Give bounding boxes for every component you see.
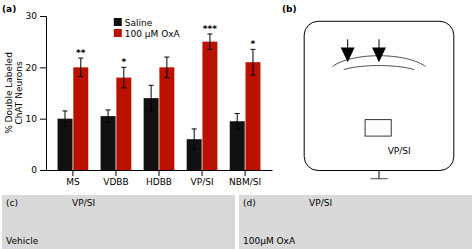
annotation: (b)	[282, 4, 297, 14]
brain-outline	[304, 21, 454, 170]
annotation: VP/SI	[388, 146, 411, 156]
y-tick: 10	[26, 114, 46, 124]
image-panel: (d) VP/SI 100μM OxA	[239, 195, 472, 249]
annotation: (c)	[6, 198, 18, 208]
x-axis: MS VDBB HDBB VP/SI NBM/SI	[47, 170, 273, 187]
x-tick-mark	[115, 170, 116, 176]
x-tick-mark	[202, 170, 203, 176]
y-tick: 30	[26, 11, 46, 21]
y-tick-label: 10	[26, 114, 38, 124]
annotation: Vehicle	[6, 236, 39, 246]
significance-label: *	[121, 57, 126, 67]
y-tick-mark	[40, 170, 46, 171]
y-tick: 20	[26, 63, 46, 73]
brainstem-base	[370, 178, 387, 179]
x-tick-label: HDBB	[146, 177, 172, 187]
y-axis: 0 10 20 30	[26, 11, 47, 175]
error-bar	[149, 85, 154, 111]
image-panel: (c) VP/SI Vehicle	[2, 195, 235, 249]
image-placeholder	[239, 195, 472, 249]
y-axis-title: % Double LabeledChAT Neurons	[4, 52, 24, 134]
legend-swatch	[114, 18, 122, 26]
legend-label: Saline	[125, 18, 153, 28]
x-tick: VDBB	[103, 170, 128, 187]
series	[73, 34, 260, 170]
y-tick-label: 0	[31, 165, 37, 175]
error-bar	[63, 111, 68, 126]
legend-item: Saline	[114, 18, 153, 28]
image-placeholder	[2, 195, 235, 249]
y-tick: 0	[31, 165, 46, 175]
y-tick-label: 20	[26, 63, 38, 73]
error-bar	[207, 34, 212, 49]
bar	[159, 67, 174, 170]
error-bar	[164, 57, 169, 78]
bar	[245, 62, 260, 170]
error-bar	[192, 129, 197, 150]
error-bar	[106, 110, 111, 122]
legend: Saline100 μM OxA	[114, 18, 181, 39]
x-tick: MS	[66, 170, 80, 187]
plot-area	[58, 34, 261, 170]
significance-label: *	[251, 39, 256, 49]
error-bar	[250, 49, 255, 75]
annotation: VP/SI	[72, 198, 95, 208]
legend-item: 100 μM OxA	[114, 29, 181, 39]
legend-label: 100 μM OxA	[125, 29, 181, 39]
significance-label: ***	[203, 24, 217, 34]
x-tick-label: VP/SI	[191, 177, 214, 187]
error-bar	[78, 58, 83, 76]
legend-swatch	[114, 29, 122, 37]
x-tick-label: MS	[66, 177, 80, 187]
bar	[73, 67, 88, 170]
significance-label: **	[76, 48, 86, 58]
y-tick-mark	[40, 16, 46, 17]
x-tick: HDBB	[146, 170, 172, 187]
error-bar	[121, 67, 126, 88]
y-tick-mark	[40, 119, 46, 120]
bar	[202, 42, 217, 170]
annotation: (a)	[2, 4, 16, 14]
y-axis-line	[40, 17, 47, 171]
x-tick-mark	[159, 170, 160, 176]
arrowhead	[372, 48, 386, 63]
y-tick-label: 30	[26, 11, 38, 21]
x-tick-mark	[72, 170, 73, 176]
figure: 0 10 20 30 MS VDBB HDBB VP/SI NBM/SI % Double Lab…	[0, 0, 474, 249]
annotation: 100μM OxA	[243, 236, 296, 246]
x-tick-label: NBM/SI	[229, 177, 261, 187]
error-bar	[235, 114, 240, 129]
ventricle	[344, 66, 414, 70]
y-tick-mark	[40, 67, 46, 68]
brainstem	[379, 171, 380, 179]
region-box	[365, 120, 391, 136]
annotation: (d)	[243, 198, 256, 208]
bar	[116, 78, 131, 170]
schematic: VP/SI	[304, 21, 454, 178]
x-tick: NBM/SI	[229, 170, 261, 187]
x-tick-label: VDBB	[103, 177, 128, 187]
x-tick-mark	[245, 170, 246, 176]
arrowhead	[341, 48, 355, 63]
x-tick: VP/SI	[191, 170, 214, 187]
annotation: VP/SI	[309, 198, 332, 208]
bar	[101, 116, 116, 170]
